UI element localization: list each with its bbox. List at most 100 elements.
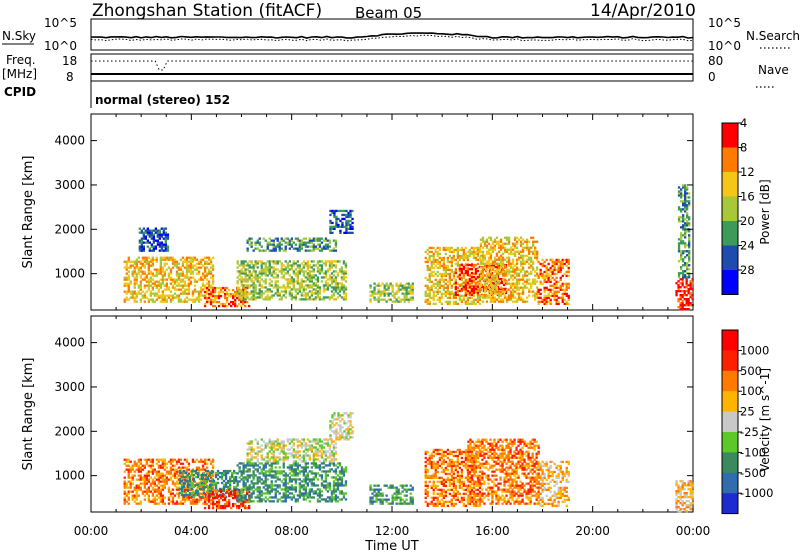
echo-cell — [481, 270, 485, 273]
echo-cell — [375, 298, 378, 301]
echo-cell — [478, 248, 482, 252]
echo-cell — [256, 274, 259, 277]
echo-cell — [246, 239, 249, 242]
echo-cell — [424, 260, 427, 264]
echo-cell — [525, 248, 529, 251]
echo-cell — [304, 288, 307, 291]
echo-cell — [248, 464, 251, 467]
echo-cell — [181, 270, 185, 273]
echo-cell — [334, 498, 338, 501]
cpid-label: CPID — [4, 85, 36, 99]
echo-cell — [169, 290, 173, 293]
echo-cell — [133, 270, 136, 273]
echo-cell — [328, 284, 332, 287]
echo-cell — [127, 496, 130, 499]
echo-cell — [145, 478, 148, 481]
echo-cell — [235, 475, 238, 479]
echo-cell — [688, 234, 691, 237]
echo-cell — [260, 272, 263, 275]
echo-cell — [688, 196, 691, 199]
echo-cell — [250, 262, 253, 265]
echo-cell — [333, 215, 336, 219]
echo-cell — [177, 272, 181, 275]
echo-cell — [686, 186, 689, 189]
echo-cell — [411, 282, 414, 285]
echo-cell — [409, 298, 412, 301]
echo-cell — [284, 241, 287, 244]
echo-cell — [181, 278, 185, 281]
echo-cell — [501, 292, 505, 295]
echo-cell — [224, 475, 228, 479]
echo-cell — [424, 276, 427, 279]
echo-cell — [680, 256, 683, 259]
echo-cell — [446, 290, 449, 293]
echo-cell — [440, 264, 443, 268]
echo-cell — [181, 498, 185, 501]
echo-cell — [276, 280, 279, 283]
echo-cell — [377, 284, 380, 287]
echo-cell — [148, 229, 151, 232]
echo-cell — [458, 267, 461, 271]
echo-cell — [541, 262, 544, 266]
echo-cell — [483, 266, 487, 269]
echo-cell — [161, 274, 164, 277]
echo-cell — [180, 485, 184, 489]
echo-cell — [349, 215, 352, 219]
echo-cell — [682, 204, 685, 207]
echo-cell — [137, 474, 140, 477]
echo-cell — [210, 483, 214, 487]
echo-cell — [203, 274, 207, 277]
echo-cell — [211, 474, 215, 477]
echo-cell — [193, 498, 197, 501]
echo-cell — [202, 489, 206, 493]
echo-cell — [501, 298, 505, 301]
echo-cell — [145, 480, 148, 483]
echo-cell — [242, 294, 245, 297]
echo-cell — [493, 256, 497, 259]
echo-cell — [677, 274, 681, 277]
echo-cell — [167, 286, 171, 289]
echo-cell — [541, 282, 544, 285]
echo-cell — [458, 277, 461, 281]
echo-cell — [536, 290, 539, 293]
echo-cell — [222, 469, 226, 473]
echo-cell — [316, 472, 320, 475]
echo-cell — [183, 466, 187, 469]
echo-cell — [440, 272, 443, 276]
echo-cell — [151, 478, 154, 481]
echo-cell — [320, 474, 324, 477]
echo-cell — [464, 291, 467, 295]
echo-cell — [549, 274, 552, 277]
echo-cell — [205, 300, 209, 304]
echo-cell — [171, 492, 175, 495]
echo-cell — [268, 268, 271, 271]
echo-cell — [147, 486, 150, 489]
echo-cell — [203, 296, 207, 300]
echo-cell — [308, 266, 311, 269]
echo-cell — [491, 298, 495, 301]
echo-cell — [452, 272, 455, 276]
echo-cell — [274, 488, 277, 491]
echo-cell — [474, 284, 478, 287]
echo-cell — [240, 490, 243, 493]
echo-cell — [270, 500, 273, 503]
echo-cell — [144, 235, 147, 238]
echo-cell — [381, 282, 384, 285]
echo-cell — [294, 272, 297, 275]
echo-cell — [256, 490, 259, 493]
echo-cell — [329, 229, 332, 232]
echo-cell — [254, 462, 257, 465]
echo-cell — [495, 242, 499, 245]
echo-cell — [207, 498, 211, 502]
echo-cell — [499, 244, 503, 247]
echo-cell — [181, 478, 185, 481]
echo-cell — [146, 245, 149, 248]
echo-cell — [169, 268, 173, 271]
echo-cell — [344, 288, 348, 291]
echo-cell — [294, 500, 297, 503]
echo-cell — [470, 291, 474, 295]
echo-cell — [151, 500, 154, 503]
echo-cell — [233, 477, 236, 481]
echo-cell — [147, 300, 150, 303]
echo-cell — [306, 482, 309, 485]
